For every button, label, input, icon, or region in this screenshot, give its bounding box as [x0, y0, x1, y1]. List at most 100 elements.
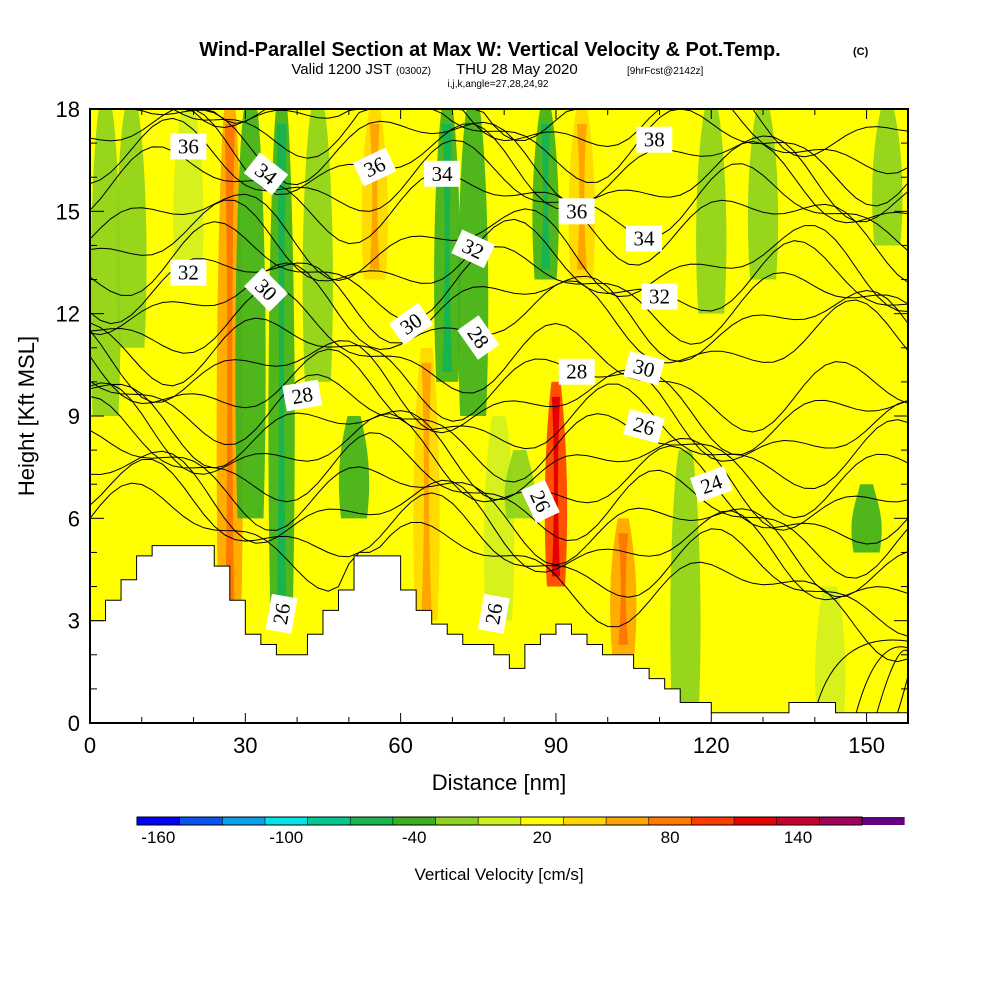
colorbar-swatch — [435, 817, 479, 825]
theta-contour-line — [90, 193, 908, 312]
contour-label: 28 — [282, 379, 323, 412]
contour-label: 38 — [636, 126, 673, 153]
colorbar-title: Vertical Velocity [cm/s] — [414, 865, 583, 884]
x-tick-label: 30 — [233, 733, 257, 758]
colorbar-swatch — [520, 817, 564, 825]
colorbar-swatch — [478, 817, 521, 825]
theta-contour-line — [814, 639, 908, 713]
contour-label: 28 — [457, 315, 500, 360]
colorbar-swatch — [392, 817, 436, 825]
contour-label-text: 32 — [649, 285, 670, 309]
velocity-plume — [302, 109, 333, 382]
theta-contour-line — [90, 109, 908, 207]
theta-contour-line — [897, 654, 908, 713]
contour-label: 28 — [558, 358, 595, 385]
theta-contour-line — [90, 109, 908, 175]
contour-label: 34 — [424, 160, 461, 187]
colorbar-swatch — [819, 817, 862, 825]
colorbar-tick-label: 80 — [661, 828, 680, 847]
theta-contour-line — [90, 109, 908, 158]
terrain — [89, 545, 909, 724]
theta-contour-line — [90, 199, 908, 312]
contour-label: 32 — [641, 283, 678, 310]
contour-label: 32 — [170, 259, 207, 286]
colorbar-swatch — [648, 817, 692, 825]
y-tick-label: 9 — [68, 404, 80, 429]
velocity-plume-core — [551, 396, 560, 577]
contour-label: 26 — [477, 593, 510, 634]
colorbar-swatch — [734, 817, 777, 825]
velocity-plume — [116, 109, 147, 348]
colorbar-tick-label: 140 — [784, 828, 812, 847]
subtitle-indices: i,j,k,angle=27,28,24,92 — [448, 79, 549, 90]
contour-label-text: 26 — [268, 601, 295, 626]
y-tick-label: 3 — [68, 609, 80, 634]
colorbar-swatch — [179, 817, 223, 825]
velocity-plume — [851, 484, 882, 553]
subtitle-valid: Valid 1200 JST — [291, 61, 392, 78]
colorbar-swatch — [307, 817, 351, 825]
colorbar-swatch — [776, 817, 820, 825]
subtitle-forecast: [9hrFcst@2142z] — [627, 66, 704, 77]
velocity-plume — [90, 109, 121, 416]
theta-contour-line — [855, 646, 908, 713]
velocity-plume-core — [540, 124, 551, 270]
theta-contour-line — [90, 287, 908, 433]
theta-contour-line — [90, 383, 908, 531]
theta-contour-line — [90, 221, 908, 345]
colorbar-swatch — [222, 817, 265, 825]
theta-contour-line — [90, 262, 908, 364]
contour-label-text: 36 — [178, 135, 199, 159]
colorbar-swatch — [563, 817, 607, 825]
theta-contour-line — [90, 429, 908, 598]
colorbar-swatch — [350, 817, 393, 825]
contour-label-text: 26 — [480, 601, 507, 626]
y-tick-label: 18 — [56, 97, 80, 122]
chart-title: Wind-Parallel Section at Max W: Vertical… — [199, 39, 780, 61]
velocity-plume — [483, 416, 515, 621]
velocity-plume — [747, 109, 779, 280]
contour-label-text: 34 — [432, 162, 454, 186]
subtitle-date: THU 28 May 2020 — [456, 61, 578, 78]
theta-contour-line — [90, 258, 908, 363]
velocity-plume-core — [276, 124, 287, 611]
theta-contour-line — [90, 109, 908, 224]
x-tick-label: 60 — [388, 733, 412, 758]
velocity-plume — [235, 109, 266, 519]
subtitle-utc: (0300Z) — [396, 66, 431, 77]
contour-label: 36 — [170, 133, 207, 160]
velocity-plume-core — [576, 124, 587, 270]
theta-contour-line — [90, 373, 908, 519]
theta-contours — [90, 109, 908, 713]
contour-label: 24 — [689, 465, 733, 503]
colorbar-tick-label: -100 — [269, 828, 303, 847]
contour-label-text: 28 — [290, 382, 315, 409]
colorbar-swatch — [862, 817, 905, 825]
theta-contour-line — [90, 348, 908, 490]
theta-contour-line — [876, 649, 908, 713]
x-tick-label: 90 — [544, 733, 568, 758]
colorbar-tick-label: 20 — [533, 828, 552, 847]
theta-contour-line — [90, 458, 908, 637]
y-axis-label: Height [Kft MSL] — [14, 336, 39, 496]
y-tick-label: 6 — [68, 506, 80, 531]
colorbar-tick-label: -40 — [402, 828, 427, 847]
contour-label: 36 — [558, 198, 595, 225]
colorbar-swatch — [264, 817, 308, 825]
theta-contour-line — [90, 450, 908, 601]
contour-label: 26 — [623, 408, 665, 444]
velocity-plume — [696, 109, 727, 314]
colorbar: -160 -100 -40 20 80 140 — [136, 816, 905, 847]
y-tick-label: 0 — [68, 711, 80, 736]
theta-contour-line — [90, 117, 908, 252]
terrain-mask — [89, 545, 909, 724]
theta-contour-line — [90, 395, 908, 579]
x-tick-label: 0 — [84, 733, 96, 758]
colorbar-swatch — [606, 817, 649, 825]
copyright-mark: (C) — [853, 46, 869, 58]
theta-contour-line — [90, 146, 908, 283]
contour-label-text: 34 — [634, 227, 656, 251]
colorbar-swatch — [691, 817, 735, 825]
